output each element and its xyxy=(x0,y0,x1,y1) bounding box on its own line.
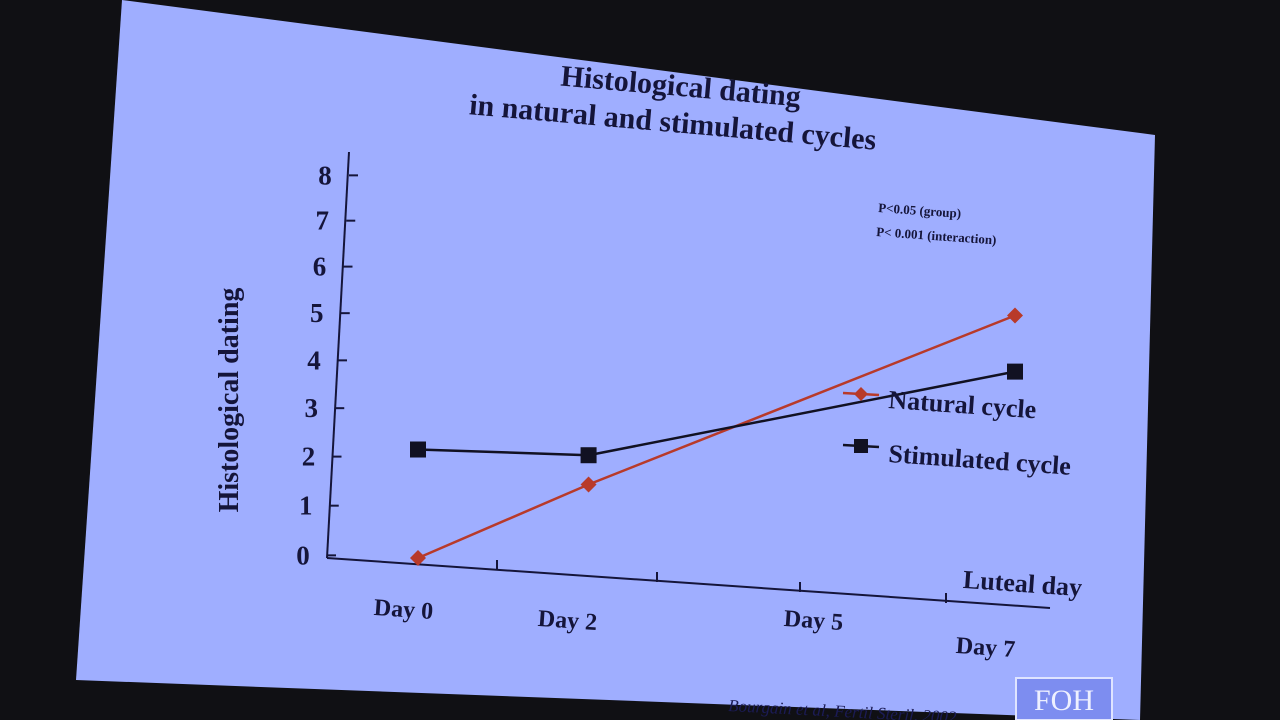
slide-background xyxy=(76,0,1155,720)
diamond-marker xyxy=(1007,307,1023,324)
logo-text: FOH xyxy=(1034,684,1094,717)
institution-logo: FOH xyxy=(1015,677,1113,720)
y-tick-label: 4 xyxy=(307,345,321,375)
diamond-marker xyxy=(410,550,426,566)
x-tick-label: Day 2 xyxy=(537,606,598,636)
y-axis xyxy=(326,151,350,559)
chart-series xyxy=(410,307,1023,566)
y-axis-label: Histological dating xyxy=(214,288,245,513)
y-tick-labels: 0 1 2 3 4 5 6 7 8 xyxy=(296,160,358,570)
y-tick-label: 3 xyxy=(305,393,319,423)
y-tick-label: 7 xyxy=(316,206,330,236)
x-axis xyxy=(326,557,1051,609)
y-tick-label: 1 xyxy=(299,491,313,521)
x-tick-labels: Day 0 Day 2 Day 5 Day 7 xyxy=(373,560,1016,663)
square-marker xyxy=(580,447,597,464)
square-marker xyxy=(1007,363,1023,380)
p-value-group: P<0.05 (group) xyxy=(878,200,962,221)
y-tick-label: 2 xyxy=(302,442,316,472)
x-tick-label: Day 5 xyxy=(783,606,844,636)
x-tick-label: Day 7 xyxy=(955,633,1016,663)
y-tick-label: 5 xyxy=(310,298,324,328)
x-tick-label: Day 0 xyxy=(373,595,434,625)
series-stimulated-cycle xyxy=(410,363,1023,464)
chart-axes xyxy=(326,151,1051,609)
p-value-annotation: P<0.05 (group) P< 0.001 (interaction) xyxy=(876,200,997,247)
diamond-marker xyxy=(580,476,597,493)
y-tick-label: 8 xyxy=(318,160,332,190)
y-tick-label: 0 xyxy=(296,540,310,570)
legend-square-marker xyxy=(854,439,868,453)
logo-frame xyxy=(1015,677,1113,720)
legend-diamond-marker xyxy=(854,387,868,401)
series-natural-cycle xyxy=(410,307,1023,566)
square-marker xyxy=(410,441,426,458)
y-tick-label: 6 xyxy=(313,252,327,282)
